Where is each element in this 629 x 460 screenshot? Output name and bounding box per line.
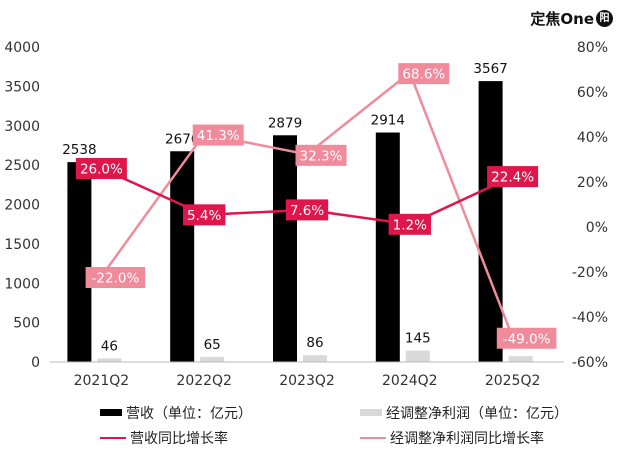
revenue-growth-label-box <box>487 166 539 188</box>
profit-bar-label: 145 <box>405 331 431 347</box>
y-left-tick: 1500 <box>4 237 40 253</box>
y-left-tick: 3500 <box>4 79 40 95</box>
brand-watermark: 定焦One 阳 <box>530 8 613 29</box>
profit-growth-label: 32.3% <box>300 148 343 164</box>
y-right-tick: -60% <box>572 355 608 371</box>
revenue-growth-label: 7.6% <box>290 203 324 219</box>
revenue-growth-label: 5.4% <box>187 208 221 224</box>
legend-swatch-revenue-growth <box>100 436 126 439</box>
y-left-tick: 1000 <box>4 276 40 292</box>
revenue-growth-label-box <box>75 158 127 179</box>
revenue-growth-label-box <box>183 204 226 226</box>
profit-growth-label-box <box>192 124 244 146</box>
y-left-tick: 2000 <box>4 198 40 214</box>
x-tick: 2025Q2 <box>485 373 541 389</box>
profit-bar <box>405 350 430 362</box>
x-tick: 2023Q2 <box>279 373 335 389</box>
revenue-bar <box>273 135 297 362</box>
y-left-tick: 3000 <box>4 119 40 135</box>
legend-swatch-profit-growth <box>360 436 386 439</box>
revenue-bar <box>67 162 92 362</box>
x-tick: 2024Q2 <box>382 373 438 389</box>
y-left-tick: 2500 <box>4 158 40 174</box>
legend-label-profit: 经调整净利润（单位：亿元） <box>386 405 568 422</box>
legend-item-profit: 经调整净利润（单位：亿元） <box>360 403 620 423</box>
y-right-tick: 40% <box>577 130 608 146</box>
revenue-bar-label: 2538 <box>62 142 96 158</box>
y-right-tick: -40% <box>572 310 608 326</box>
revenue-bar <box>375 132 400 362</box>
y-left-tick: 500 <box>13 316 40 332</box>
legend-swatch-profit <box>360 409 382 416</box>
legend-label-profit-growth: 经调整净利润同比增长率 <box>390 430 544 447</box>
profit-bar-label: 46 <box>101 338 118 354</box>
y-left-tick: 0 <box>31 355 40 371</box>
revenue-bar-label: 2676 <box>165 131 199 147</box>
y-right-tick: 60% <box>577 85 608 101</box>
profit-bar <box>97 358 122 362</box>
profit-bar <box>200 356 225 362</box>
legend-label-revenue-growth: 营收同比增长率 <box>130 430 228 447</box>
legend-item-profit-growth: 经调整净利润同比增长率 <box>360 428 620 448</box>
revenue-bar-label: 3567 <box>473 61 507 77</box>
profit-growth-label: -22.0% <box>92 271 140 287</box>
profit-growth-label: 41.3% <box>197 128 240 144</box>
revenue-bar-label: 2879 <box>268 115 302 131</box>
revenue-growth-label: 22.4% <box>491 170 534 186</box>
profit-bar-label: 86 <box>306 335 323 351</box>
profit-growth-label: 68.6% <box>402 67 445 83</box>
y-right-tick: -20% <box>572 265 608 281</box>
profit-growth-label-box <box>85 267 146 288</box>
revenue-growth-label: 1.2% <box>393 217 427 233</box>
x-tick: 2022Q2 <box>176 373 232 389</box>
profit-growth-label-box <box>398 63 450 85</box>
revenue-growth-label-box <box>285 199 329 221</box>
chart: 0 500 1000 1500 2000 2500 3000 3500 4000 -60% -40… <box>4 40 608 389</box>
legend: 营收（单位：亿元） 经调整净利润（单位：亿元） 营收同比增长率 经调整净利润同比… <box>100 400 620 450</box>
profit-growth-label-box <box>496 327 557 349</box>
profit-bar <box>508 356 533 362</box>
brand-logo-icon: 阳 <box>596 10 613 27</box>
y-right-tick: 80% <box>577 40 608 56</box>
revenue-bar-label: 2914 <box>371 113 405 129</box>
legend-item-revenue-growth: 营收同比增长率 <box>100 428 360 448</box>
legend-label-revenue: 营收（单位：亿元） <box>126 405 252 422</box>
revenue-growth-label-box <box>388 213 431 235</box>
profit-bar-label: 65 <box>204 337 221 353</box>
y-right-tick: 0% <box>586 220 608 236</box>
legend-swatch-revenue <box>100 409 122 416</box>
profit-growth-label-box <box>295 144 347 166</box>
revenue-bar <box>478 81 503 362</box>
revenue-growth-label: 26.0% <box>80 162 123 178</box>
x-tick: 2021Q2 <box>74 373 130 389</box>
brand-name: 定焦One <box>530 10 594 28</box>
revenue-bar <box>170 151 195 362</box>
profit-growth-label: -49.0% <box>503 331 551 347</box>
legend-item-revenue: 营收（单位：亿元） <box>100 403 360 423</box>
y-left-tick: 4000 <box>4 40 40 56</box>
y-right-tick: 20% <box>577 175 608 191</box>
profit-bar <box>303 355 327 362</box>
